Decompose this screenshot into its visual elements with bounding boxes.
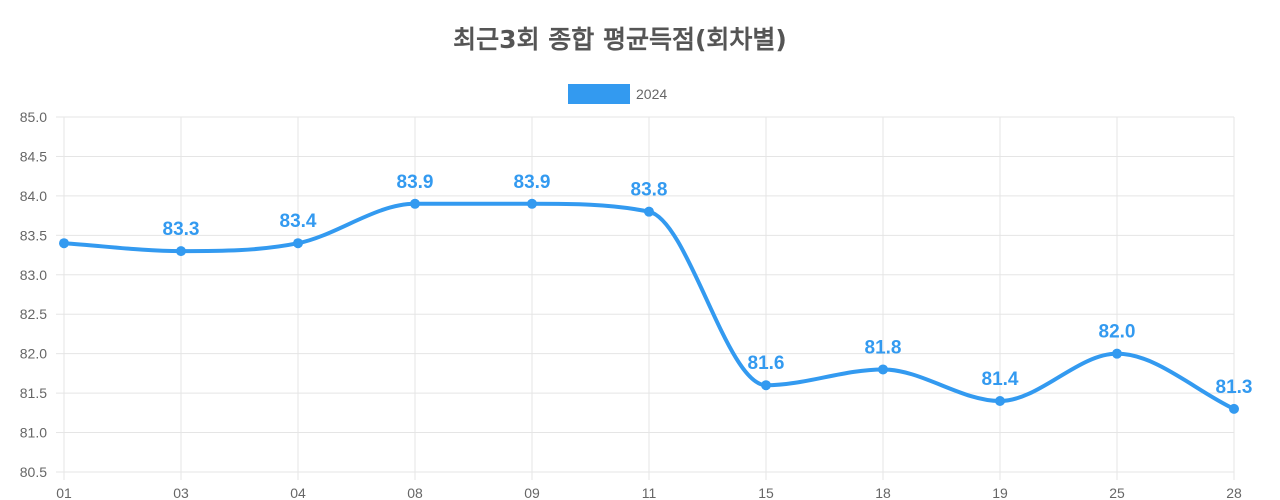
x-tick-label: 01 (56, 485, 72, 500)
data-point[interactable] (878, 364, 888, 375)
x-axis-ticks: 01 03 04 08 09 11 15 18 19 25 28 (56, 485, 1242, 500)
x-tick-label: 08 (407, 485, 423, 500)
data-label: 82.0 (1099, 322, 1136, 343)
data-point[interactable] (527, 198, 537, 209)
series-line-2024 (62, 201, 1236, 411)
data-point[interactable] (1112, 348, 1122, 359)
data-label: 83.9 (397, 172, 434, 193)
y-tick-label: 81.0 (20, 425, 47, 441)
y-tick-label: 80.5 (20, 464, 47, 480)
data-label: 83.8 (631, 180, 668, 201)
data-label: 81.4 (982, 369, 1019, 390)
data-point[interactable] (644, 206, 654, 217)
y-tick-label: 83.0 (20, 267, 47, 283)
x-tick-label: 15 (758, 485, 774, 500)
data-point[interactable] (410, 198, 420, 209)
x-tick-label: 03 (173, 485, 189, 500)
x-tick-label: 25 (1109, 485, 1125, 500)
data-point[interactable] (761, 380, 771, 391)
x-tick-label: 11 (642, 485, 657, 500)
data-label: 83.9 (514, 172, 551, 193)
y-tick-label: 84.0 (20, 188, 47, 204)
y-tick-label: 84.5 (20, 148, 47, 164)
y-tick-label: 85.0 (20, 109, 47, 125)
legend-swatch[interactable] (568, 84, 630, 104)
y-tick-label: 82.0 (20, 346, 47, 362)
data-points (59, 198, 1239, 414)
y-tick-label: 82.5 (20, 306, 47, 322)
legend[interactable]: 2024 (568, 84, 667, 104)
data-label: 81.3 (1216, 377, 1253, 398)
x-gridlines (63, 117, 1235, 480)
data-labels: 83.3 83.4 83.9 83.9 83.8 81.6 81.8 81.4 82.0 81.3 (163, 172, 1253, 398)
data-label: 81.8 (865, 337, 902, 358)
data-label: 81.6 (748, 353, 785, 374)
data-label: 83.4 (280, 211, 317, 232)
x-tick-label: 04 (290, 485, 306, 500)
legend-label[interactable]: 2024 (636, 86, 667, 102)
data-point[interactable] (293, 238, 303, 249)
data-point[interactable] (995, 396, 1005, 406)
x-tick-label: 28 (1226, 485, 1242, 500)
data-point[interactable] (59, 238, 69, 249)
y-axis-ticks: 85.0 84.5 84.0 83.5 83.0 82.5 82.0 81.5 81.0 80.5 (20, 109, 64, 480)
chart-title: 최근3회 종합 평균득점(회차별) (453, 25, 787, 54)
x-tick-label: 19 (992, 485, 1008, 500)
y-gridlines (64, 116, 1234, 473)
y-tick-label: 83.5 (20, 227, 47, 243)
data-label: 83.3 (163, 219, 200, 240)
data-point[interactable] (176, 246, 186, 257)
x-tick-label: 09 (524, 485, 540, 500)
y-tick-label: 81.5 (20, 385, 47, 401)
x-tick-label: 18 (875, 485, 891, 500)
data-point[interactable] (1229, 403, 1239, 414)
